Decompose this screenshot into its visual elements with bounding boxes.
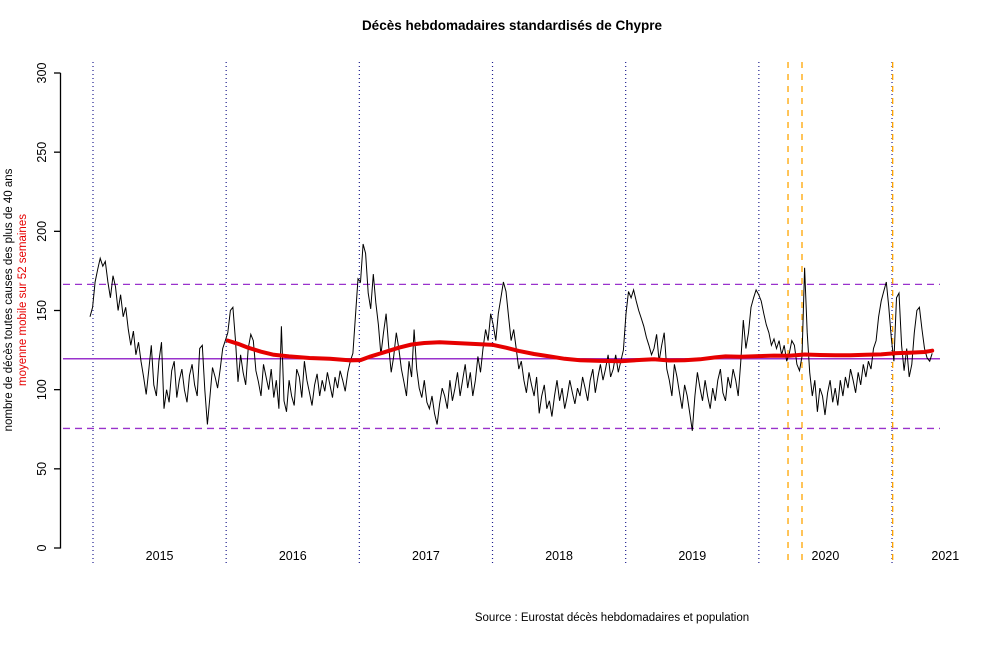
- weekly-deaths-line: [89, 243, 933, 431]
- moving-average-line: [225, 338, 935, 364]
- x-tick-label: 2019: [678, 549, 706, 563]
- y-tick-label: 0: [35, 544, 49, 551]
- y-tick-label: 250: [35, 142, 49, 163]
- x-tick-label: 2017: [412, 549, 440, 563]
- chart-title: Décès hebdomadaires standardisés de Chyp…: [361, 18, 663, 33]
- x-tick-label: 2016: [279, 549, 307, 563]
- y-tick-label: 300: [35, 63, 49, 84]
- x-tick-label: 2020: [812, 549, 840, 563]
- y-tick-label: 50: [35, 462, 49, 476]
- y-tick-label: 200: [35, 221, 49, 242]
- y-tick-label: 100: [35, 379, 49, 400]
- x-tick-label: 2021: [931, 549, 959, 563]
- source-caption: Source : Eurostat décès hebdomadaires et…: [474, 612, 750, 624]
- x-tick-label: 2018: [545, 549, 573, 563]
- x-tick-label: 2015: [146, 549, 174, 563]
- y-tick-label: 150: [35, 300, 49, 321]
